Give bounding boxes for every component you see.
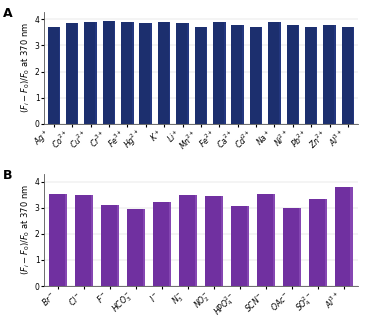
Bar [75,195,93,286]
Bar [323,25,336,124]
Bar [213,22,226,124]
Text: B: B [3,169,12,182]
Bar [114,21,115,124]
Y-axis label: $(F_i - F_0)/F_0$ at 370 nm: $(F_i - F_0)/F_0$ at 370 nm [19,22,32,113]
Bar [305,27,318,124]
Bar [257,194,275,286]
Bar [220,196,223,286]
Bar [231,206,249,286]
Bar [187,23,189,124]
Bar [91,195,93,286]
Bar [299,208,301,286]
Bar [103,21,115,124]
Text: A: A [3,7,12,20]
Bar [242,25,244,124]
Bar [169,22,170,124]
Bar [65,194,67,286]
Bar [153,202,171,286]
Bar [58,27,60,124]
Bar [297,25,299,124]
Bar [132,22,134,124]
Bar [101,205,119,286]
Bar [49,194,67,286]
Bar [150,23,152,124]
Bar [316,27,318,124]
Bar [127,210,145,286]
Bar [47,27,60,124]
Bar [247,206,249,286]
Bar [273,194,275,286]
Bar [117,205,119,286]
Bar [66,23,78,124]
Bar [158,22,170,124]
Bar [224,22,226,124]
Bar [195,195,197,286]
Bar [268,22,281,124]
Bar [283,208,301,286]
Bar [84,22,97,124]
Bar [231,25,244,124]
Bar [121,22,134,124]
Bar [250,27,262,124]
Bar [195,27,207,124]
Bar [324,199,327,286]
Bar [334,25,336,124]
Bar [77,23,78,124]
Bar [95,22,97,124]
Bar [179,195,197,286]
Bar [143,210,145,286]
Bar [176,23,189,124]
Bar [261,27,262,124]
Y-axis label: $(F_i - F_0)/F_0$ at 370 nm: $(F_i - F_0)/F_0$ at 370 nm [19,184,32,275]
Bar [287,25,299,124]
Bar [169,202,171,286]
Bar [342,27,354,124]
Bar [279,22,281,124]
Bar [139,23,152,124]
Bar [350,187,353,286]
Bar [205,196,223,286]
Bar [335,187,353,286]
Bar [353,27,354,124]
Bar [309,199,327,286]
Bar [205,27,207,124]
